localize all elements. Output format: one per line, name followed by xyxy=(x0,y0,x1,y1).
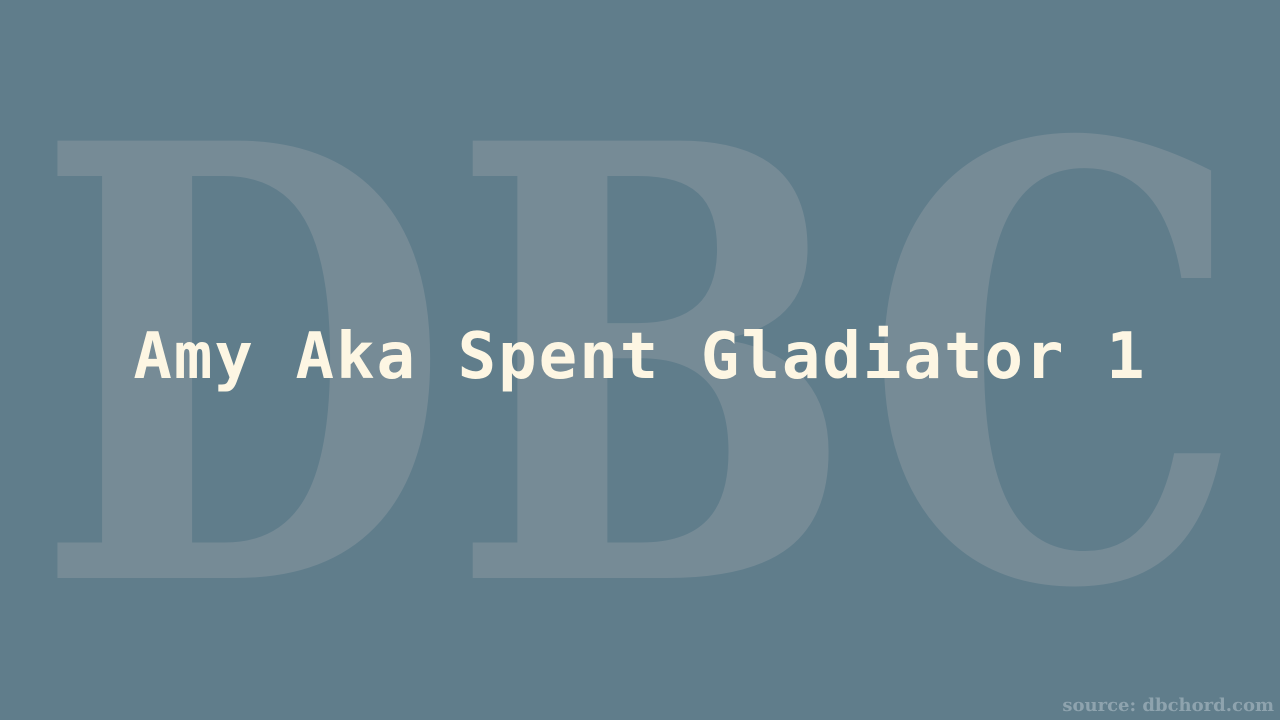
watermark-text: DBC xyxy=(35,15,1245,720)
page-title: Amy Aka Spent Gladiator 1 xyxy=(133,320,1147,394)
source-credit: source: dbchord.com xyxy=(1062,695,1274,716)
